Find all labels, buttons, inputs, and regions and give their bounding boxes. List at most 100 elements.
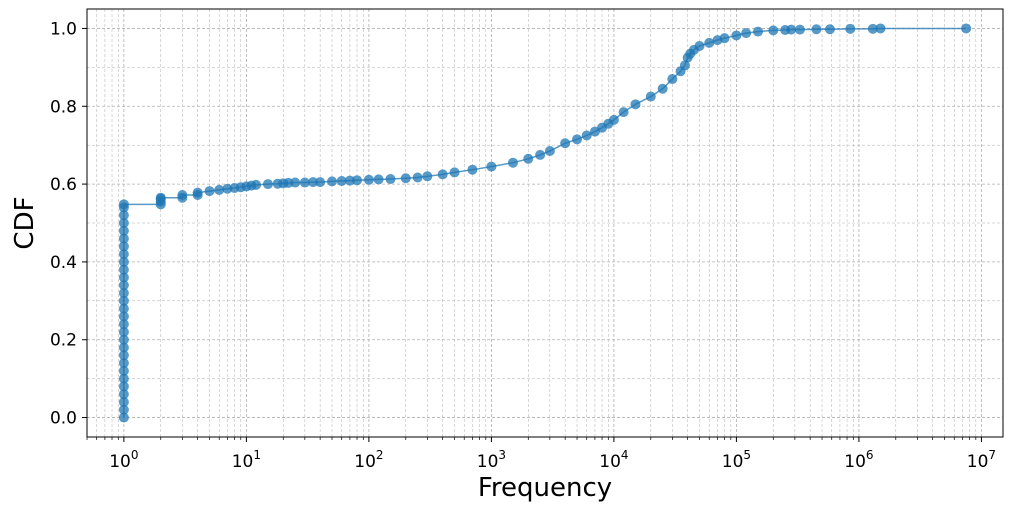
data-point	[118, 404, 129, 415]
data-point	[400, 173, 411, 184]
data-point	[251, 179, 262, 190]
y-tick-label: 0.4	[50, 253, 77, 273]
data-point	[262, 179, 273, 190]
data-point	[118, 365, 129, 376]
data-point	[667, 74, 678, 85]
x-tick-label: 106	[844, 448, 873, 472]
data-point	[118, 412, 129, 423]
data-point	[544, 146, 555, 157]
data-point	[118, 381, 129, 392]
data-point	[315, 177, 326, 188]
data-point	[875, 23, 886, 34]
x-tick-label: 100	[109, 448, 138, 472]
y-axis: 0.0 0.2 0.4 0.6 0.8 1.0	[50, 19, 87, 429]
data-point	[704, 37, 715, 48]
data-point	[679, 60, 690, 71]
data-point	[118, 350, 129, 361]
data-point	[118, 280, 129, 291]
data-point	[204, 186, 215, 197]
data-point	[118, 264, 129, 275]
data-point	[741, 28, 752, 39]
plot-frame	[86, 8, 1004, 438]
data-point	[118, 199, 129, 210]
data-point	[118, 373, 129, 384]
data-point	[118, 225, 129, 236]
data-point	[290, 177, 301, 188]
data-point	[118, 396, 129, 407]
data-point	[486, 161, 497, 172]
data-point	[824, 24, 835, 35]
data-point	[214, 184, 225, 195]
data-point	[467, 164, 478, 175]
data-point	[118, 311, 129, 322]
y-tick-label: 0.6	[50, 175, 77, 195]
data-point	[630, 99, 641, 110]
data-point	[118, 342, 129, 353]
y-tick-label: 0.0	[50, 409, 77, 429]
data-point	[845, 23, 856, 34]
data-point	[118, 241, 129, 252]
data-point	[363, 174, 374, 185]
data-points	[118, 23, 972, 423]
grid	[86, 9, 1003, 437]
data-point	[118, 358, 129, 369]
y-tick-label: 1.0	[50, 19, 77, 39]
x-tick-label: 103	[477, 448, 506, 472]
data-point	[118, 334, 129, 345]
x-tick-label: 101	[232, 448, 261, 472]
data-point	[867, 23, 878, 34]
data-point	[581, 130, 592, 141]
data-point	[118, 326, 129, 337]
y-tick-label: 0.2	[50, 331, 77, 351]
data-point	[535, 149, 546, 160]
data-point	[344, 175, 355, 186]
data-point	[118, 295, 129, 306]
data-point	[731, 30, 742, 41]
data-point	[768, 25, 779, 36]
data-point	[118, 389, 129, 400]
y-axis-title: CDF	[10, 196, 40, 249]
data-point	[373, 174, 384, 185]
x-tick-label: 104	[599, 448, 628, 472]
data-point	[299, 177, 310, 188]
data-point	[645, 91, 656, 102]
data-point	[118, 256, 129, 267]
data-point	[794, 24, 805, 35]
data-point	[437, 169, 448, 180]
data-point	[449, 167, 460, 178]
data-point	[811, 24, 822, 35]
data-point	[618, 107, 629, 118]
y-tick-label: 0.8	[50, 97, 77, 117]
data-point	[308, 177, 319, 188]
data-point	[118, 249, 129, 260]
data-point	[155, 192, 166, 203]
data-point	[961, 23, 972, 34]
data-point	[352, 175, 363, 186]
data-point	[786, 24, 797, 35]
data-point	[694, 40, 705, 51]
data-point	[192, 187, 203, 198]
data-point	[412, 172, 423, 183]
data-point	[336, 175, 347, 186]
data-point	[118, 218, 129, 228]
x-tick-label: 105	[722, 448, 751, 472]
x-axis: 100 101 102 103 104 105 106 107	[86, 437, 996, 472]
x-axis-title: Frequency	[478, 473, 612, 503]
data-point	[560, 138, 571, 149]
data-point	[422, 171, 433, 182]
data-point	[118, 303, 129, 314]
data-point	[572, 134, 583, 145]
data-point	[719, 33, 730, 44]
data-point	[327, 176, 338, 187]
data-point	[385, 174, 396, 185]
data-point	[118, 319, 129, 330]
data-point	[118, 272, 129, 283]
data-point	[608, 114, 619, 125]
data-point	[118, 288, 129, 299]
data-point	[118, 210, 129, 221]
data-point	[118, 233, 129, 244]
data-point	[752, 26, 763, 37]
data-point	[657, 83, 668, 94]
